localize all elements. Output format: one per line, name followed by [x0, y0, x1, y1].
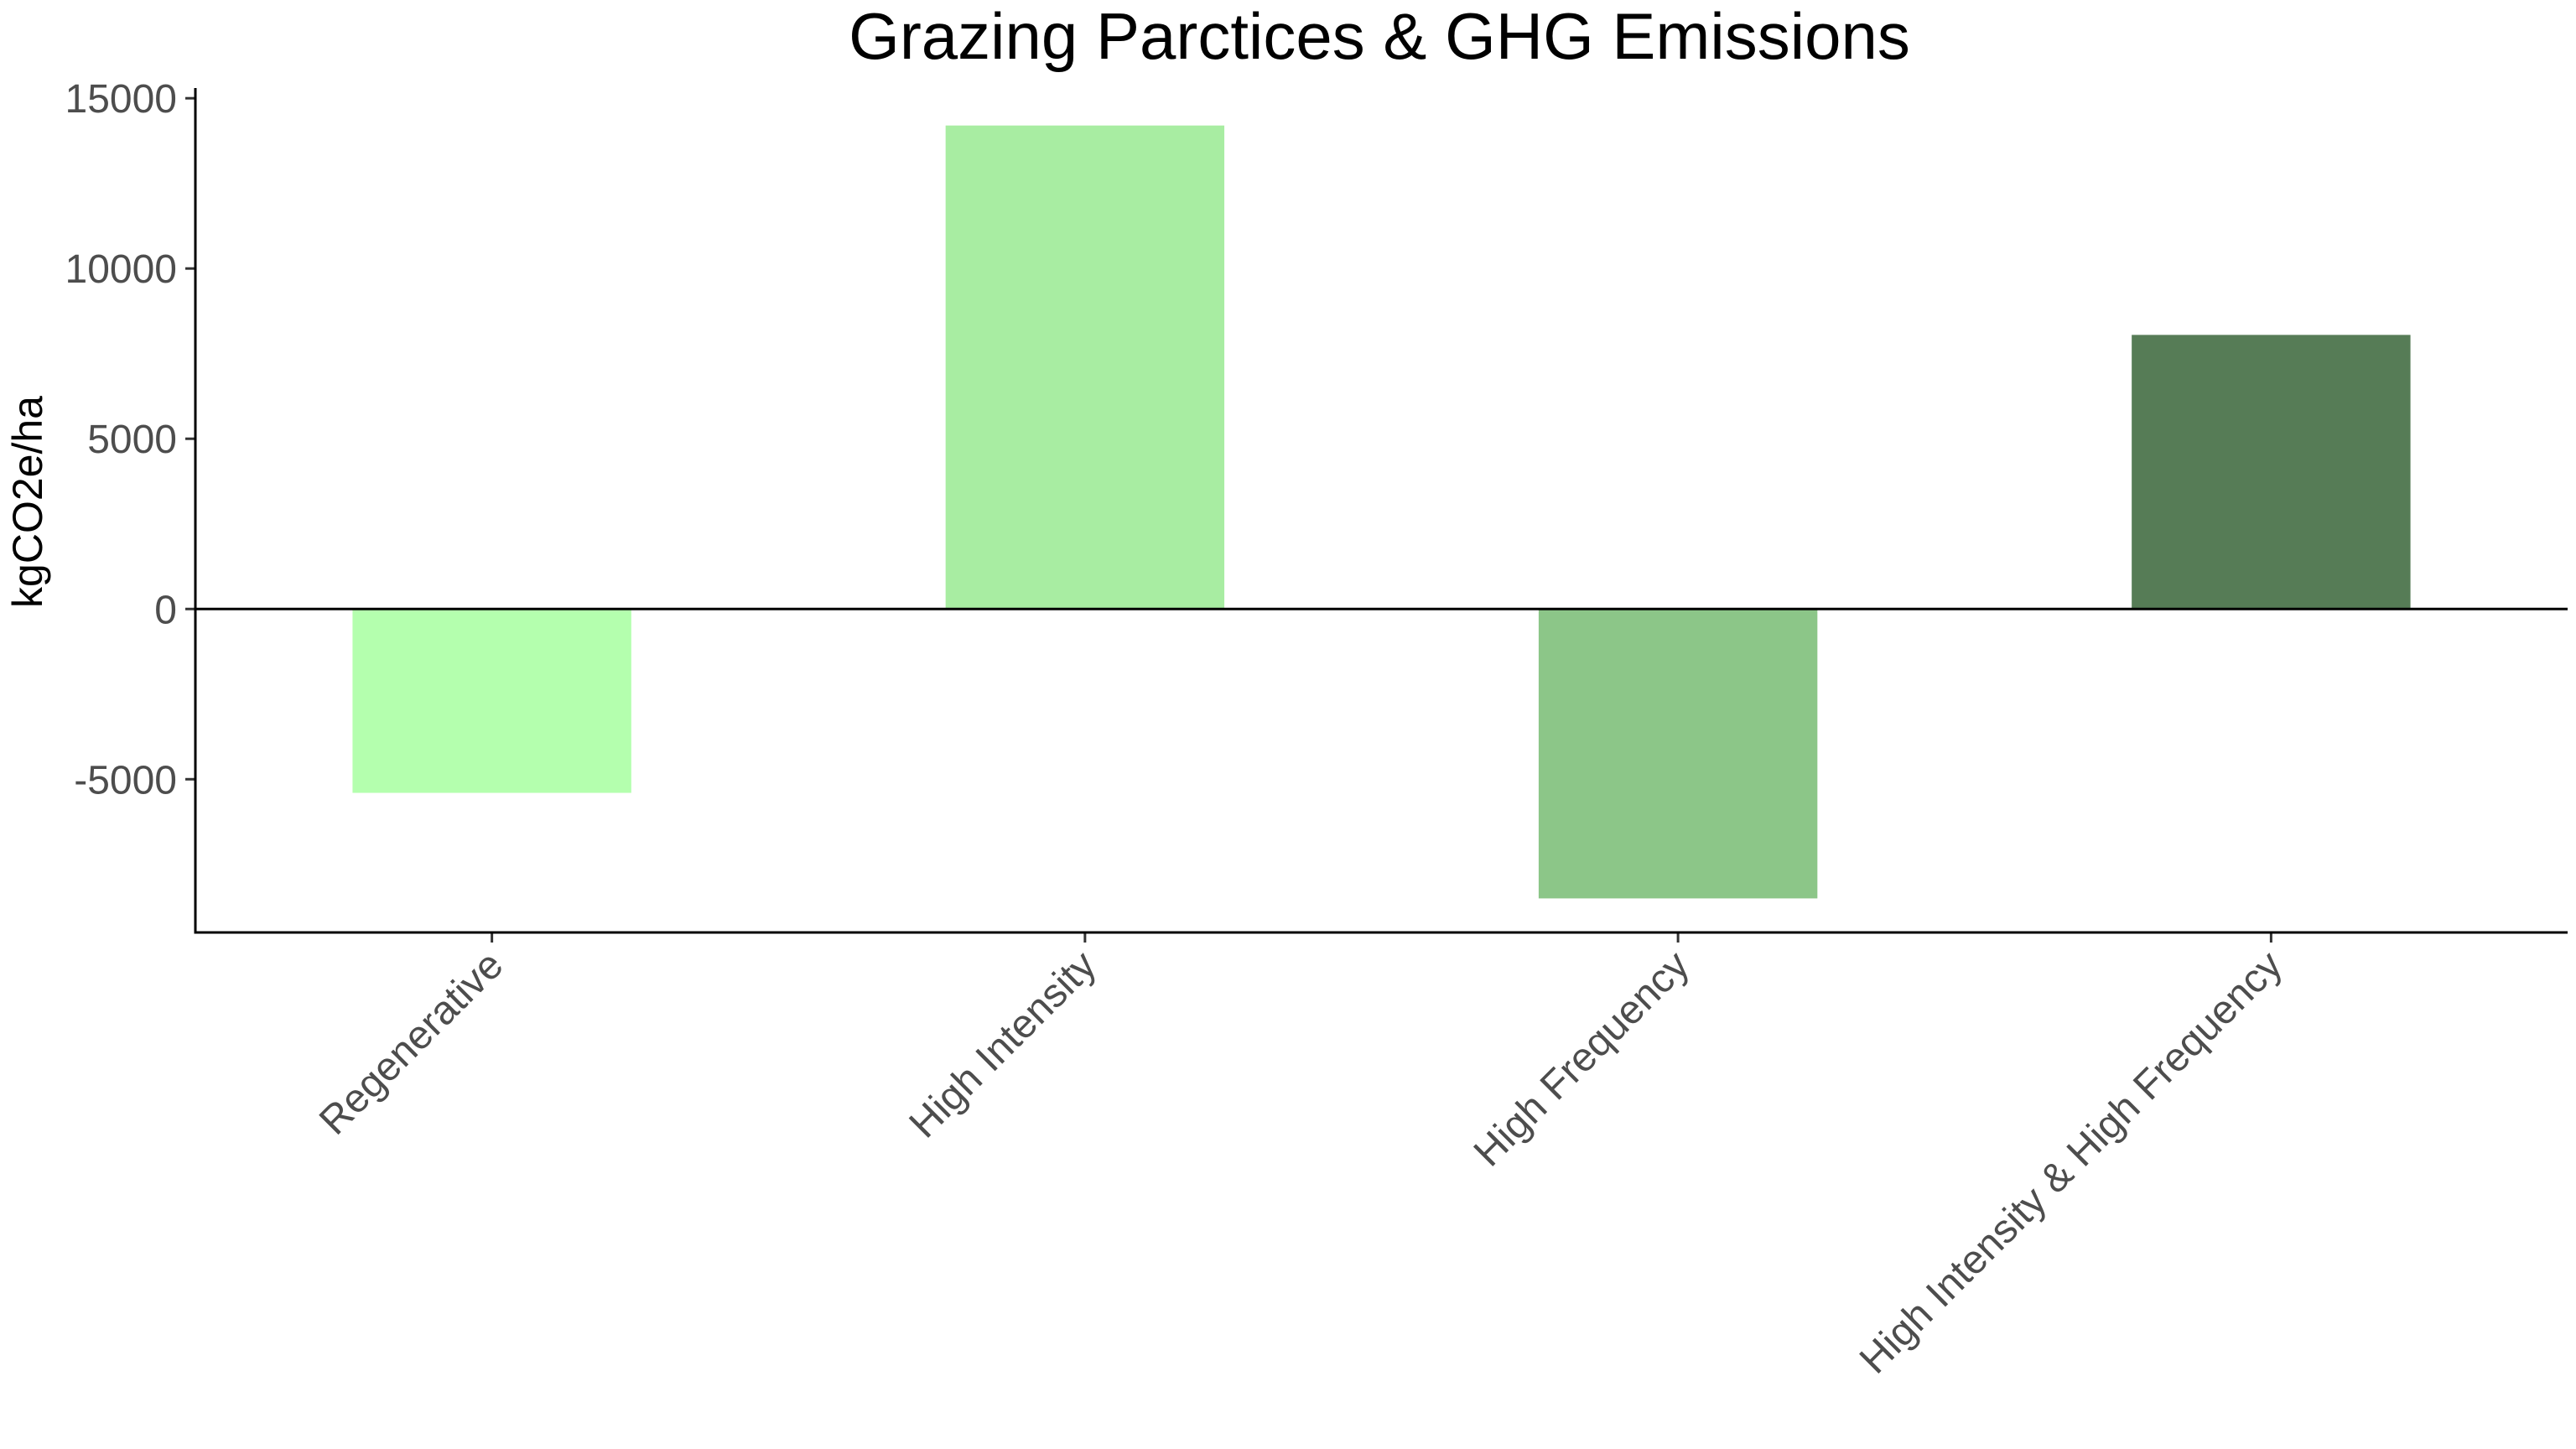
- y-axis-label: kgCO2e/ha: [4, 396, 51, 608]
- bar: [352, 609, 631, 793]
- bars: [352, 125, 2411, 899]
- bar: [945, 125, 1225, 610]
- plot-axes: [194, 88, 2568, 934]
- y-tick-label: 15000: [65, 77, 177, 122]
- x-tick-label: High Intensity: [901, 943, 1105, 1146]
- y-tick-label: -5000: [74, 758, 177, 802]
- bar: [1538, 609, 1818, 899]
- bar: [2132, 335, 2411, 610]
- x-axis-ticks: Regenerative High Intensity High Frequency…: [311, 932, 2291, 1383]
- y-tick-label: 5000: [87, 418, 177, 462]
- y-tick-label: 10000: [65, 247, 177, 292]
- x-tick-label: High Frequency: [1466, 943, 1698, 1175]
- y-tick-label: 0: [154, 588, 177, 632]
- x-tick-label: High Intensity & High Frequency: [1852, 943, 2291, 1382]
- x-tick-label: Regenerative: [311, 943, 512, 1143]
- chart-title: Grazing Parctices & GHG Emissions: [849, 0, 1910, 73]
- y-axis-ticks: -5000 0 5000 10000 15000: [65, 77, 195, 802]
